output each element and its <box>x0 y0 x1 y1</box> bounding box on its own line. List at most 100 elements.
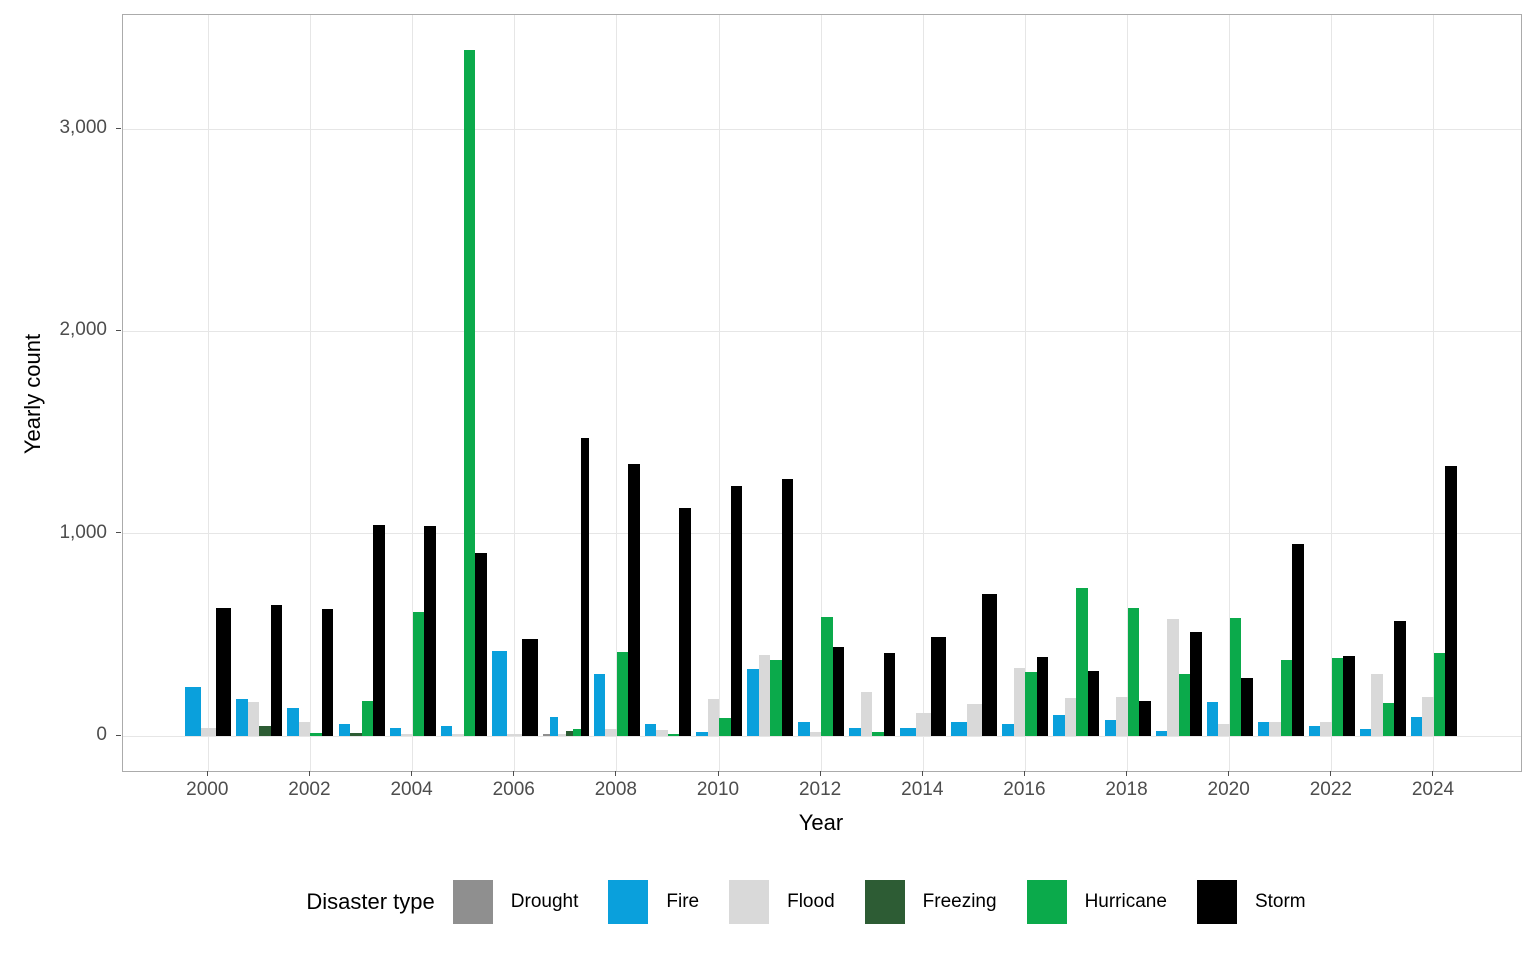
bar-2008-flood <box>605 728 617 736</box>
bar-2004-fire <box>389 727 402 736</box>
x-tick-label-2004: 2004 <box>390 779 433 800</box>
bar-2023-flood <box>1371 674 1383 736</box>
bar-2001-freezing <box>259 725 271 736</box>
h-gridline-0 <box>123 735 1521 737</box>
legend-items: Drought Fire Flood Freezing Hurricane Storm <box>452 880 1336 924</box>
x-tick-label-2012: 2012 <box>798 779 842 800</box>
bar-2011-fire <box>747 669 759 736</box>
legend-swatch-freezing <box>864 880 905 924</box>
x-tick-2018 <box>1126 771 1128 776</box>
legend-label-flood: Flood <box>787 891 835 912</box>
bar-2001-fire <box>236 698 248 736</box>
bar-2022-hurricane <box>1331 658 1344 736</box>
legend-item-freezing: Freezing <box>864 880 997 924</box>
bar-2008-fire <box>593 674 606 736</box>
bar-2005-flood <box>452 733 464 736</box>
bar-2016-storm <box>1036 657 1049 736</box>
bar-2002-flood <box>298 721 311 736</box>
bar-2020-fire <box>1206 701 1219 736</box>
legend-swatch-storm <box>1196 880 1237 924</box>
bar-2022-fire <box>1308 725 1321 736</box>
bar-2015-flood <box>966 703 982 736</box>
bar-2005-fire <box>440 725 453 736</box>
bar-2010-hurricane <box>719 717 731 736</box>
x-tick-label-2002: 2002 <box>288 779 331 800</box>
bar-2015-fire <box>951 721 967 736</box>
legend-label-drought: Drought <box>510 891 579 912</box>
bar-2016-fire <box>1002 723 1014 736</box>
x-tick-2024 <box>1432 771 1434 776</box>
y-tick-1000 <box>116 532 121 534</box>
bar-2021-storm <box>1292 543 1304 736</box>
h-gridline-3000 <box>123 128 1521 130</box>
v-gridline-2020 <box>1229 15 1231 771</box>
bar-2012-storm <box>832 647 845 736</box>
bar-2024-storm <box>1445 465 1457 736</box>
y-tick-label-1000: 1,000 <box>59 521 107 543</box>
bar-2012-flood <box>809 731 822 736</box>
bar-2014-storm <box>930 636 947 736</box>
x-tick-2022 <box>1330 771 1332 776</box>
bar-2020-storm <box>1241 678 1253 736</box>
y-tick-2000 <box>116 329 121 331</box>
x-tick-2016 <box>1023 771 1025 776</box>
x-tick-label-2018: 2018 <box>1105 779 1148 800</box>
bar-2007-freezing <box>565 730 574 736</box>
bar-2012-hurricane <box>821 616 833 736</box>
bar-2013-storm <box>883 653 896 736</box>
legend-swatch-flood <box>729 880 770 924</box>
legend: Disaster type Drought Fire Flood Freezing Hu… <box>122 872 1520 932</box>
h-gridline-2000 <box>123 330 1521 332</box>
bar-2014-fire <box>900 727 916 736</box>
bar-2017-storm <box>1087 671 1100 736</box>
bar-2024-fire <box>1410 716 1423 736</box>
legend-item-fire: Fire <box>608 880 699 924</box>
legend-swatch-fire <box>608 880 649 924</box>
bar-2001-flood <box>247 701 260 736</box>
x-tick-2012 <box>819 771 821 776</box>
x-tick-label-2020: 2020 <box>1207 779 1250 800</box>
v-gridline-2016 <box>1024 15 1026 771</box>
v-gridline-2018 <box>1127 15 1129 771</box>
bar-2002-hurricane <box>310 732 322 736</box>
bar-2023-hurricane <box>1382 702 1395 736</box>
x-tick-label-2022: 2022 <box>1309 779 1352 800</box>
bar-2003-freezing <box>350 732 362 736</box>
x-tick-2010 <box>717 771 719 776</box>
y-tick-0 <box>116 734 121 736</box>
bar-2008-hurricane <box>616 652 629 736</box>
bar-2011-hurricane <box>770 660 782 736</box>
bar-2004-flood <box>401 733 413 736</box>
bar-2020-flood <box>1218 723 1230 736</box>
bar-2017-hurricane <box>1076 588 1088 736</box>
v-gridline-2024 <box>1433 15 1435 771</box>
legend-label-fire: Fire <box>666 891 700 912</box>
bar-2021-hurricane <box>1280 660 1293 736</box>
legend-item-storm: Storm <box>1196 880 1306 924</box>
v-gridline-2022 <box>1331 15 1333 771</box>
bar-2013-fire <box>849 727 861 736</box>
bar-2016-hurricane <box>1025 672 1037 736</box>
bar-2011-storm <box>781 479 794 736</box>
x-tick-2004 <box>411 771 413 776</box>
bar-2018-fire <box>1104 719 1117 736</box>
bar-2005-storm <box>475 552 487 736</box>
legend-label-hurricane: Hurricane <box>1084 891 1167 912</box>
bar-2008-storm <box>628 463 640 736</box>
bar-2001-storm <box>270 604 283 736</box>
y-tick-3000 <box>116 127 121 129</box>
bar-2004-storm <box>424 525 436 736</box>
legend-title: Disaster type <box>306 889 435 914</box>
bar-2006-storm <box>522 638 538 736</box>
bar-2007-drought <box>542 733 551 736</box>
bar-2024-hurricane <box>1433 653 1446 736</box>
bar-2009-storm <box>679 508 691 736</box>
bar-2018-hurricane <box>1127 607 1140 736</box>
bar-2017-flood <box>1064 697 1077 736</box>
bar-2005-hurricane <box>463 50 476 736</box>
bar-2010-storm <box>730 486 742 736</box>
x-tick-label-2006: 2006 <box>492 779 535 800</box>
v-gridline-2000 <box>207 15 209 771</box>
bar-2006-flood <box>507 733 523 736</box>
